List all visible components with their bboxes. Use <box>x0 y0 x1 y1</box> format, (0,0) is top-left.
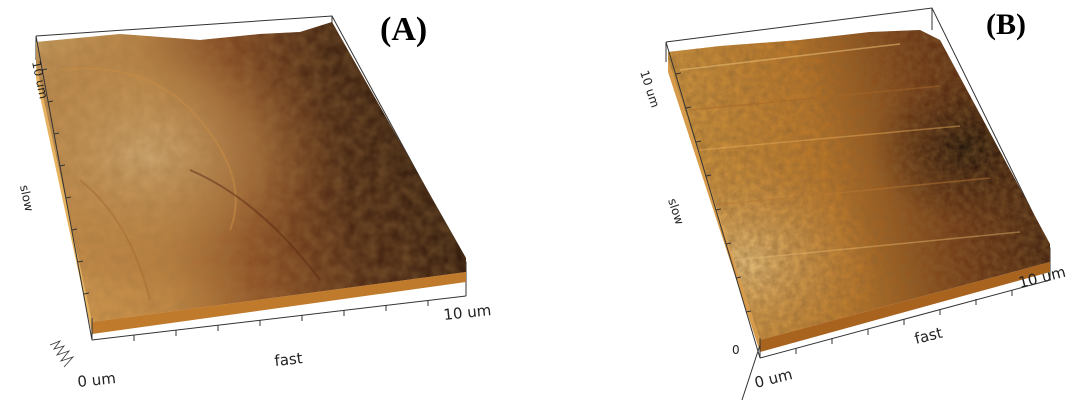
panel-b-fast-label: fast <box>913 324 945 348</box>
panel-a-fast-label: fast <box>274 349 304 370</box>
panel-b: (B) fast 0 um 10 um slow 10 um 0 <box>637 7 1068 401</box>
panel-a-fast-start: 0 um <box>77 369 117 391</box>
panel-a-label: (A) <box>380 11 427 48</box>
panel-b-label: (B) <box>986 8 1026 41</box>
panel-b-fast-start: 0 um <box>753 365 795 392</box>
panel-a-surface <box>36 22 466 334</box>
panel-a-axes <box>35 35 467 368</box>
panel-b-slow-label: slow <box>665 197 687 227</box>
panel-b-axes <box>665 41 1051 401</box>
panel-b-surface <box>668 30 1050 352</box>
panel-a: (A) fast 0 um 10 um slow 10 um <box>17 11 492 391</box>
panel-b-z-origin: 0 <box>732 343 740 357</box>
panel-b-slow-end: 10 um <box>637 69 662 110</box>
panel-a-slow-label: slow <box>17 184 36 213</box>
panel-a-fast-end: 10 um <box>443 301 493 324</box>
